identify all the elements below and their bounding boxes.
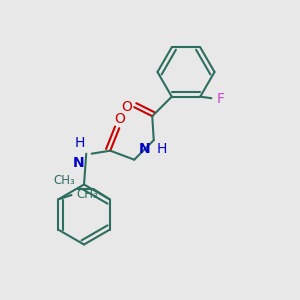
Text: H: H	[74, 136, 85, 150]
Text: CH₃: CH₃	[76, 188, 98, 201]
Text: H: H	[157, 142, 167, 156]
Text: N: N	[139, 142, 150, 156]
Text: CH₃: CH₃	[54, 174, 76, 187]
Text: O: O	[114, 112, 125, 126]
Text: N: N	[73, 156, 85, 170]
Text: F: F	[217, 92, 225, 106]
Text: O: O	[121, 100, 132, 114]
